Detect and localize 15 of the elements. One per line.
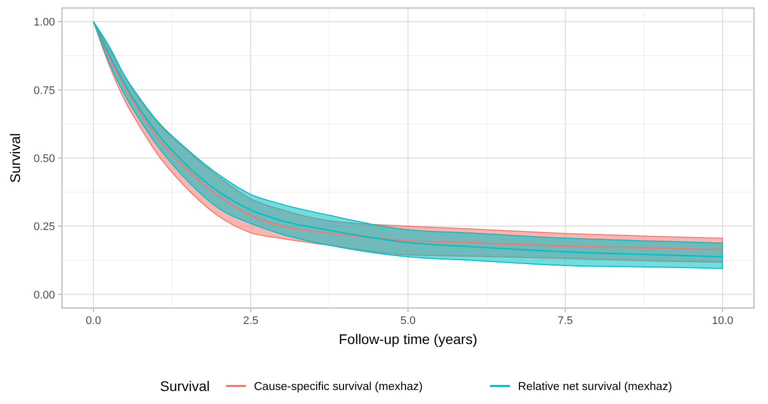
x-tick-label: 0.0 bbox=[86, 315, 102, 327]
y-axis-title: Survival bbox=[7, 133, 23, 183]
x-tick-label: 5.0 bbox=[400, 315, 416, 327]
legend-title: Survival bbox=[160, 378, 210, 394]
y-tick-label: 1.00 bbox=[34, 16, 55, 29]
legend-label: Cause-specific survival (mexhaz) bbox=[254, 381, 423, 393]
x-tick-label: 2.5 bbox=[243, 315, 258, 327]
y-tick-label: 0.00 bbox=[34, 289, 55, 302]
x-tick-label: 7.5 bbox=[558, 315, 573, 327]
y-tick-label: 0.50 bbox=[34, 153, 55, 165]
legend-label: Relative net survival (mexhaz) bbox=[518, 381, 672, 393]
x-axis-title: Follow-up time (years) bbox=[338, 331, 478, 347]
y-tick-label: 0.25 bbox=[34, 221, 55, 234]
x-tick-label: 10.0 bbox=[712, 315, 734, 327]
y-tick-label: 0.75 bbox=[34, 84, 55, 97]
